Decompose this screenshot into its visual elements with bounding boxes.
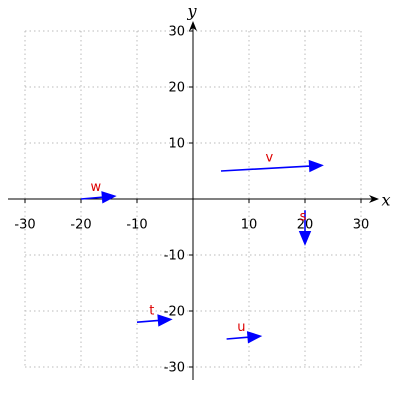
- vector-arrow: [80, 191, 117, 204]
- vector-arrow: [220, 159, 324, 173]
- vector-arrow: [136, 314, 173, 327]
- y-axis-label: y: [186, 2, 197, 21]
- x-tick-label: -30: [14, 218, 35, 233]
- vector-arrow: [298, 210, 312, 246]
- vector-label: u: [237, 320, 245, 335]
- vector-label: t: [149, 303, 154, 318]
- y-tick-label: 30: [168, 25, 185, 40]
- vector-arrow: [226, 331, 263, 344]
- x-tick-label: -20: [70, 218, 91, 233]
- x-tick-label: 10: [241, 218, 258, 233]
- vector-label: s: [300, 210, 307, 225]
- y-tick-label: 20: [168, 81, 185, 96]
- x-axis-label: x: [381, 191, 390, 210]
- y-tick-label: 10: [168, 137, 185, 152]
- x-tick-label: 30: [353, 218, 370, 233]
- vector-label: v: [266, 151, 274, 166]
- vector-label: w: [90, 180, 101, 195]
- y-tick-label: -10: [164, 249, 185, 264]
- y-tick-label: -20: [164, 305, 185, 320]
- y-tick-label: -30: [164, 361, 185, 376]
- x-tick-label: -10: [126, 218, 147, 233]
